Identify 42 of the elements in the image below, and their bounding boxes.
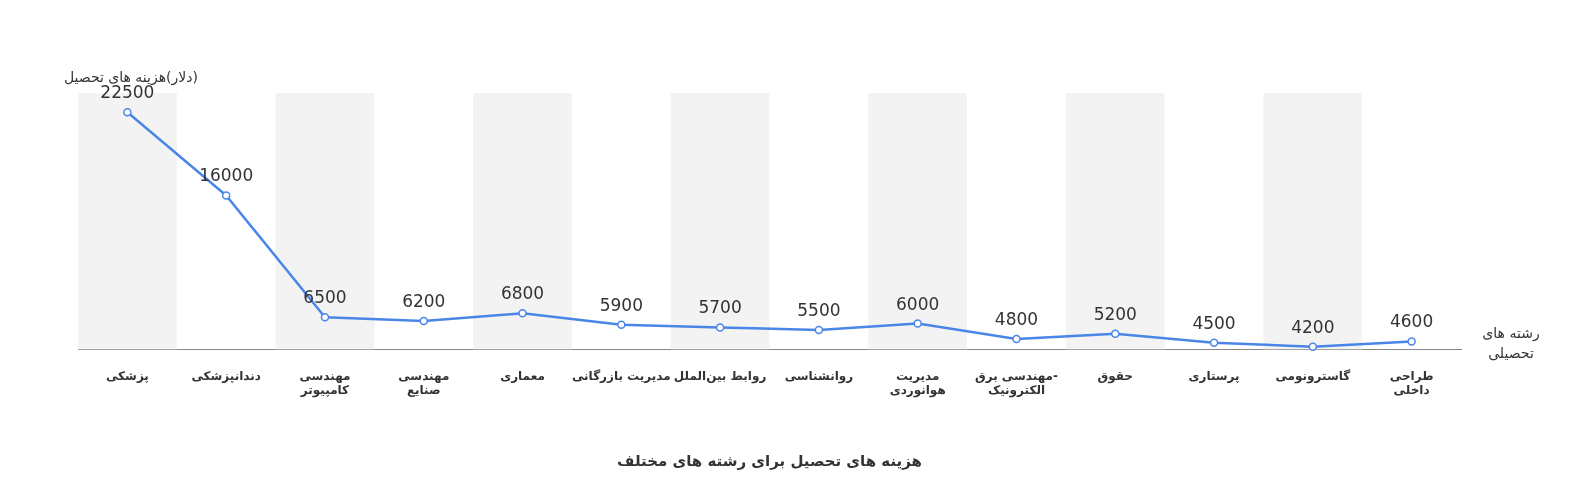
point <box>1407 337 1416 346</box>
data-label: 6200 <box>402 290 446 311</box>
data-label: 5500 <box>797 299 841 320</box>
x-tick-label: روابط بین‌الملل <box>673 368 767 384</box>
data-label: 4800 <box>994 308 1039 329</box>
x-tick-label: دندانپزشکی <box>191 368 261 383</box>
data-label: 5200 <box>1093 303 1137 324</box>
data-label: 5700 <box>698 297 742 318</box>
x-axis-title: رشته های تحصیلی <box>1482 324 1540 361</box>
point <box>320 312 330 322</box>
data-label: 4200 <box>1291 316 1335 337</box>
point <box>518 309 527 318</box>
x-tick-label: معماری <box>500 368 545 383</box>
point <box>1209 338 1219 348</box>
point <box>123 107 132 117</box>
point <box>419 316 428 326</box>
data-label: 6800 <box>500 283 545 304</box>
data-label: 4600 <box>1389 311 1434 332</box>
point <box>715 323 725 332</box>
data-label: 6000 <box>896 293 940 314</box>
data-label: 16000 <box>199 165 254 186</box>
point <box>913 319 922 328</box>
x-tick-label: پزشکی <box>105 368 149 383</box>
x-tick-label: مدیریت بازرگانی <box>571 368 671 383</box>
x-tick-label: گاسترونومی <box>1275 368 1351 384</box>
x-tick-label: روانشناسی <box>784 368 854 384</box>
x-tick-label: مدیریت هوانوردی <box>889 368 946 398</box>
point <box>617 320 626 330</box>
point <box>221 191 231 200</box>
data-label: 4500 <box>1192 312 1236 333</box>
x-tick-label: مهندسی برق- الکترونیک <box>974 368 1058 398</box>
data-label: 5900 <box>599 294 643 315</box>
x-tick-label: پرستاری <box>1188 368 1240 383</box>
x-tick-label: مهندسی صنایع <box>398 368 450 397</box>
text: هزینه های تحصیل برای رشته های مختلف <box>617 451 922 470</box>
x-tick-label: حقوق <box>1097 368 1134 384</box>
point <box>1111 329 1120 339</box>
point <box>1012 334 1021 344</box>
x-tick-label: طراحی داخلی <box>1389 368 1434 397</box>
point <box>814 325 824 335</box>
x-tick-label: مهندسی کامپیوتر <box>299 368 351 398</box>
point <box>1308 342 1318 351</box>
